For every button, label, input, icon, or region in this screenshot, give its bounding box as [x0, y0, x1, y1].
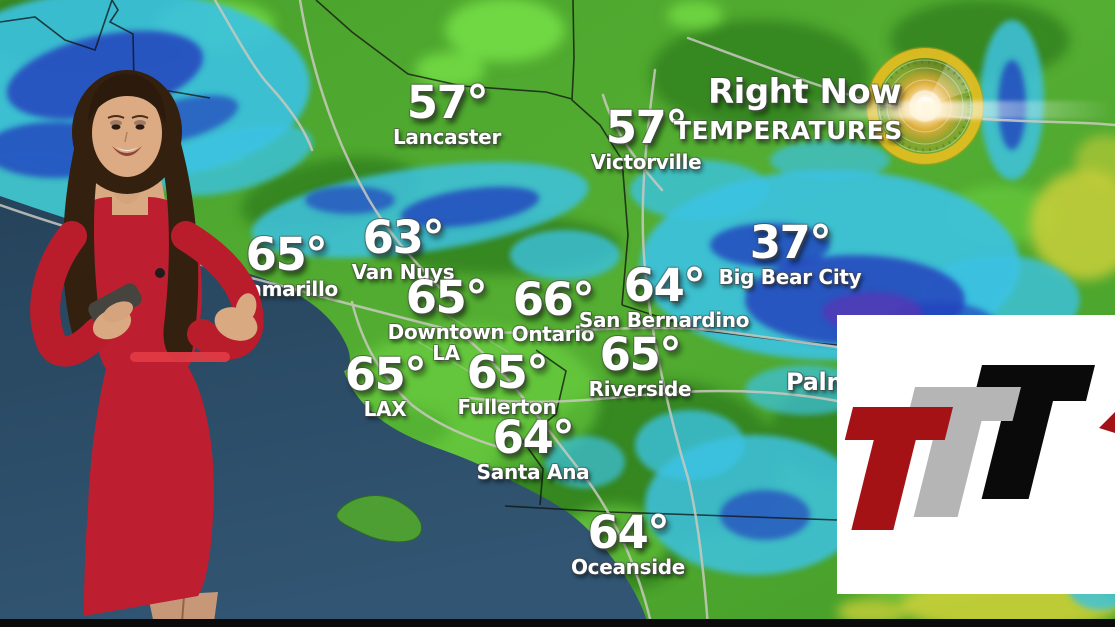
city-name: Downtown — [387, 320, 505, 344]
temp-value: 65° — [599, 328, 682, 381]
city-name: Camarillo — [234, 277, 338, 301]
label-santa-ana: 64° Santa Ana — [477, 415, 590, 482]
temp-value: 57° — [406, 76, 489, 129]
weather-presenter — [30, 70, 264, 624]
logo-letter-t-red — [844, 407, 953, 530]
city-name: Big Bear City — [718, 265, 862, 289]
presenter-hair-fringe — [88, 74, 166, 124]
city-name-line2: LA — [432, 341, 460, 365]
page-subtitle: TEMPERATURES — [674, 116, 903, 145]
temp-value: 65° — [405, 271, 488, 324]
temp-value: 66° — [512, 273, 595, 326]
temp-value: 65° — [466, 346, 549, 399]
label-lax: 65° LAX — [344, 348, 427, 421]
page-title: Right Now — [708, 72, 902, 112]
city-name: San Bernardino — [578, 308, 750, 332]
label-camarillo: 65° Camarillo — [234, 232, 338, 299]
city-name: LAX — [363, 397, 407, 421]
temp-value: 64° — [492, 411, 575, 464]
label-van-nuys: 63° Van Nuys — [352, 215, 455, 282]
presenter-face-features — [107, 115, 149, 156]
logo-letter-sliver — [1099, 412, 1115, 433]
temp-value: 64° — [623, 259, 706, 312]
presenter-brooch — [155, 268, 165, 278]
label-lancaster: 57° Lancaster — [393, 80, 501, 147]
temp-value: 65° — [344, 348, 427, 401]
label-san-bernardino: 64° San Bernardino — [578, 259, 750, 332]
city-name: Lancaster — [392, 125, 502, 149]
temp-value: 37° — [749, 216, 832, 269]
label-ontario: 66° Ontario — [512, 277, 595, 344]
presenter-hands — [92, 293, 258, 341]
temp-value: 64° — [587, 506, 670, 559]
label-victorville: 57° Victorville — [591, 105, 702, 172]
city-name: Santa Ana — [476, 460, 590, 484]
label-riverside: 65° Riverside — [589, 332, 692, 399]
label-fullerton: 65° Fullerton — [458, 350, 557, 417]
bottom-letterbox-strip — [0, 619, 1115, 627]
city-name: Ontario — [511, 322, 595, 346]
city-name: Oceanside — [570, 555, 686, 579]
city-name: Van Nuys — [351, 260, 455, 284]
station-logo-letters — [844, 365, 1115, 530]
presenter-belt — [130, 352, 230, 362]
city-name: Victorville — [590, 150, 702, 174]
station-logo: TTT — [837, 315, 1115, 594]
city-name: Fullerton — [457, 395, 557, 419]
catalina-island — [336, 495, 422, 543]
label-big-bear-city: 37° Big Bear City — [719, 220, 862, 287]
temp-value: 57° — [605, 101, 688, 154]
label-oceanside: 64° Oceanside — [571, 510, 685, 577]
temp-value: 63° — [362, 211, 445, 264]
city-name: Riverside — [588, 377, 692, 401]
label-downtown-la: 65° Downtown LA — [388, 275, 505, 363]
presenter-legs-gap — [181, 595, 185, 623]
lens-flare — [798, 101, 1115, 119]
temp-value: 65° — [245, 228, 328, 281]
